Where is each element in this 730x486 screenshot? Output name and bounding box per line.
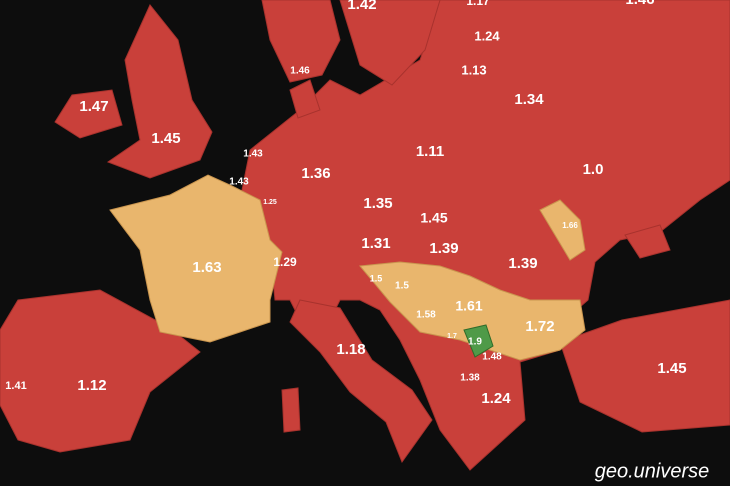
region-label: 1.43: [243, 149, 263, 160]
region-label: 1.12: [77, 377, 106, 394]
iberia: [0, 289, 201, 453]
region-label: 1.24: [481, 390, 511, 407]
region-label: 1.48: [482, 352, 502, 363]
region-label: 1.5: [370, 273, 383, 283]
region-label: 1.63: [192, 259, 221, 276]
region-label: 1.58: [416, 310, 436, 321]
region-label: 1.46: [625, 0, 654, 8]
region-label: 1.29: [273, 255, 297, 269]
region-label: 1.0: [583, 161, 604, 178]
region-label: 1.39: [508, 255, 537, 272]
region-label: 1.31: [361, 235, 390, 252]
region-label: 1.43: [229, 177, 249, 188]
region-label: 1.46: [290, 66, 310, 77]
region-label: 1.42: [347, 0, 376, 13]
region-label: 1.35: [363, 195, 392, 212]
sweden: [339, 0, 441, 86]
region-label: 1.72: [525, 318, 554, 335]
region-label: 1.17: [466, 0, 490, 8]
mainland: [239, 0, 730, 471]
balkans: [359, 261, 586, 361]
watermark: geo.universe: [595, 460, 710, 482]
moldova: [539, 199, 586, 261]
region-label: 1.5: [395, 281, 409, 292]
ireland: [54, 89, 123, 139]
region-label: 1.7: [447, 333, 457, 340]
region-label: 1.25: [263, 199, 277, 206]
britain: [106, 4, 213, 179]
region-label: 1.34: [514, 91, 544, 108]
region-label: 1.66: [562, 221, 578, 230]
turkey: [559, 299, 730, 433]
region-label: 1.47: [79, 98, 108, 115]
italy: [289, 299, 433, 464]
region-label: 1.24: [474, 28, 500, 43]
region-label: 1.11: [416, 143, 444, 160]
crimea: [624, 224, 671, 259]
region-label: 1.18: [336, 341, 365, 358]
region-label: 1.9: [468, 337, 482, 348]
france: [109, 174, 283, 343]
region-label: 1.61: [455, 298, 482, 314]
denmark: [289, 79, 321, 119]
region-label: 1.13: [461, 62, 486, 77]
region-label: 1.39: [429, 240, 458, 257]
region-label: 1.41: [5, 380, 26, 392]
region-label: 1.45: [657, 360, 686, 377]
region-label: 1.38: [460, 373, 480, 384]
kosovo: [463, 324, 494, 358]
norway: [261, 0, 341, 83]
land: [0, 0, 730, 471]
sardinia: [281, 387, 301, 433]
region-label: 1.36: [301, 165, 330, 182]
region-label: 1.45: [151, 130, 180, 147]
region-label: 1.45: [420, 210, 447, 226]
